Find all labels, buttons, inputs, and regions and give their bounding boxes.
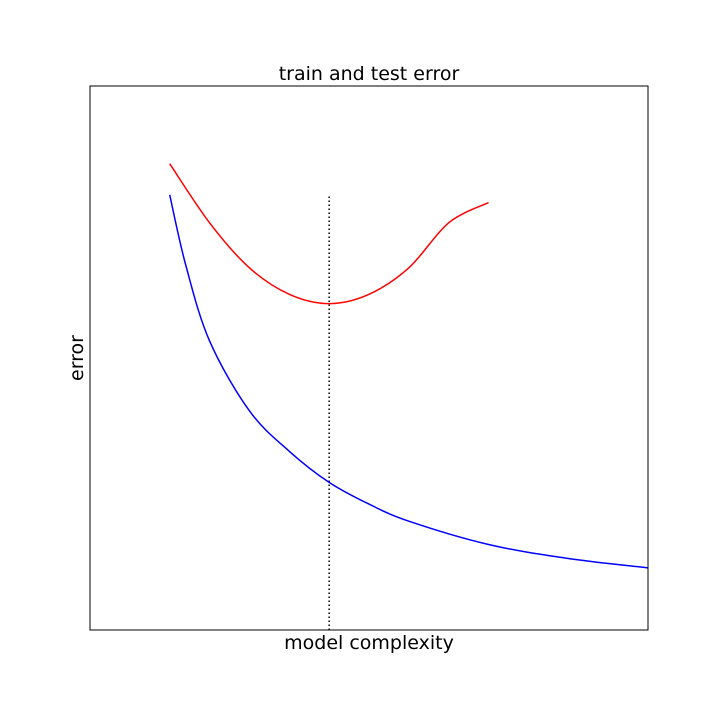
y-axis-label: error bbox=[66, 335, 88, 381]
test-error-curve bbox=[169, 163, 489, 305]
x-axis-label: model complexity bbox=[284, 632, 454, 654]
plot-area bbox=[168, 163, 649, 630]
chart-title: train and test error bbox=[279, 63, 460, 85]
train-error-curve bbox=[168, 194, 649, 569]
axes-frame bbox=[89, 85, 649, 631]
